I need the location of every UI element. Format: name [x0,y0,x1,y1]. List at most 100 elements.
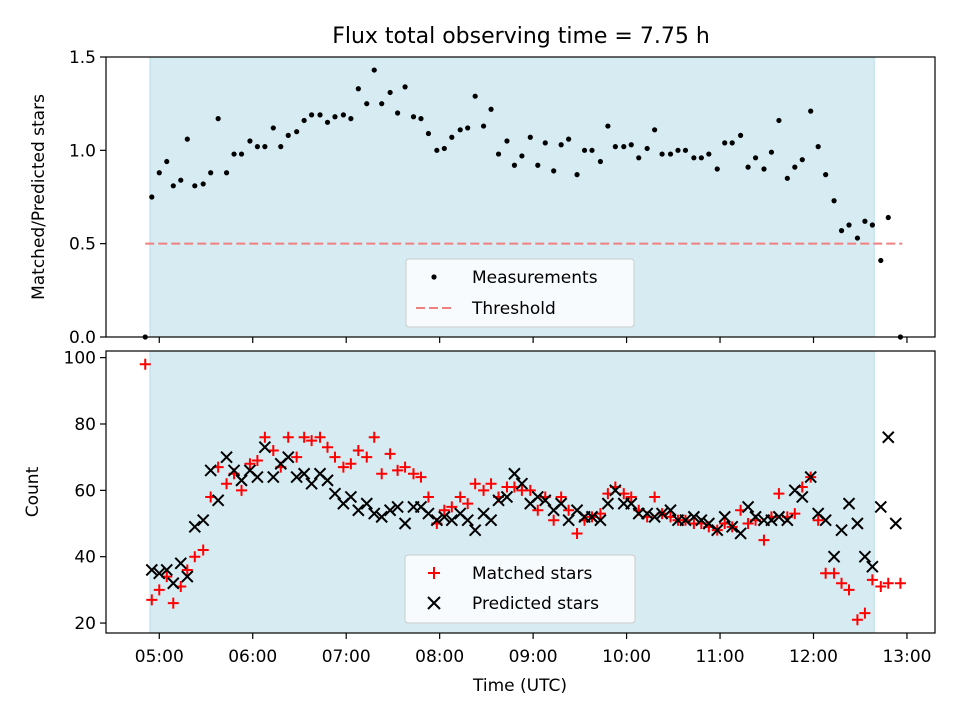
measurement-point [768,149,775,155]
measurement-point [410,114,417,120]
matched-star-point [314,431,326,443]
predicted-star-point [827,550,841,563]
measurement-point [238,151,245,157]
measurement-point [659,151,665,157]
matched-star-point [361,451,373,463]
count-panel: 20 40 60 80 100 05:00 06:00 07:00 08:00 09:00 10:0… [23,349,936,696]
x-tick-label: 10:00 [602,647,651,667]
ratio-legend: Measurements Threshold [405,258,635,328]
measurement-point [511,162,518,168]
predicted-star-point [368,507,381,520]
predicted-star-point [601,497,615,510]
matched-star-point [337,461,349,473]
measurement-point [885,214,891,221]
predicted-star-point [889,517,902,530]
matched-star-point [438,504,450,516]
predicted-star-point [554,497,568,510]
measurement-point [652,127,658,133]
matched-star-point [197,544,209,556]
count-y-tick-label: 40 [74,548,96,568]
predicted-star-point [796,490,809,504]
predicted-star-point [539,494,552,507]
matched-star-point [259,431,271,443]
matched-star-point [462,498,474,510]
measurement-point [808,108,814,114]
predicted-star-point [648,510,661,524]
measurement-markers [142,67,904,340]
predicted-star-point [781,513,794,527]
measurement-point [706,151,712,157]
measurement-point [527,134,533,140]
measurement-point [192,183,198,189]
matched-star-point [828,567,840,579]
predicted-star-point [695,513,708,527]
legend-matched-label: Matched stars [472,564,592,584]
measurement-point [332,114,338,120]
measurement-point [745,164,751,170]
measurement-point [574,172,580,178]
measurement-point [581,147,588,153]
legend-measurements-label: Measurements [472,268,598,288]
measurement-point [301,117,307,124]
predicted-star-point [515,477,529,490]
matched-star-point [352,445,364,457]
predicted-star-point [181,570,194,583]
predicted-star-point [290,470,303,484]
matched-star-point [524,484,536,496]
matched-star-point [221,478,233,490]
predicted-star-point [422,507,435,520]
predicted-star-point [664,504,677,517]
predicted-star-point [866,560,879,573]
predicted-star-point [562,513,575,527]
matched-star-point [812,514,824,526]
predicted-star-point [874,500,888,514]
matched-star-point [894,577,906,589]
measurement-point [838,228,845,234]
predicted-star-point [438,510,451,524]
predicted-star-point [251,470,264,484]
predicted-star-point [725,520,739,534]
measurement-point [200,181,206,187]
measurement-point [247,138,253,144]
measurement-point [667,151,674,157]
measurement-point [449,134,455,140]
measurement-point [854,235,861,241]
measurement-point [149,194,155,200]
measurement-point [823,172,829,178]
count-y-axis-label: Count [23,466,43,517]
predicted-star-point [344,490,358,504]
predicted-star-point [145,563,159,577]
matched-star-point [146,594,158,606]
measurement-point [387,89,393,96]
matched-star-point [167,597,179,609]
predicted-star-point [220,450,233,464]
measurement-point [270,125,276,131]
x-tick-label: 05:00 [135,647,184,667]
measurement-point [675,147,681,153]
predicted-star-point [585,510,599,524]
matched-star-point [454,491,466,503]
ratio-y-axis-label: Matched/Predicted stars [29,94,49,300]
predicted-star-point [711,523,724,537]
measurement-point [738,132,744,138]
matched-star-point [345,458,357,470]
count-y-tick-label: 20 [74,614,96,634]
matched-star-point [882,577,894,589]
predicted-star-point [360,497,373,510]
matched-star-point [329,451,341,463]
predicted-star-point [835,523,848,537]
legend-matched-marker [428,567,440,579]
predicted-star-point [679,513,692,527]
matched-star-point [843,584,855,596]
measurement-point [402,84,408,90]
ratio-panel: 0.0 0.5 1.0 1.5 Matched/Predicted stars Mea… [29,48,936,348]
predicted-star-point [267,470,280,484]
predicted-star-point [352,504,365,517]
measurement-point [551,168,557,174]
x-tick-label: 13:00 [882,647,931,667]
predicted-star-point [655,507,669,520]
measurement-point [371,67,377,73]
predicted-star-point [492,494,505,507]
measurement-point [215,116,221,122]
